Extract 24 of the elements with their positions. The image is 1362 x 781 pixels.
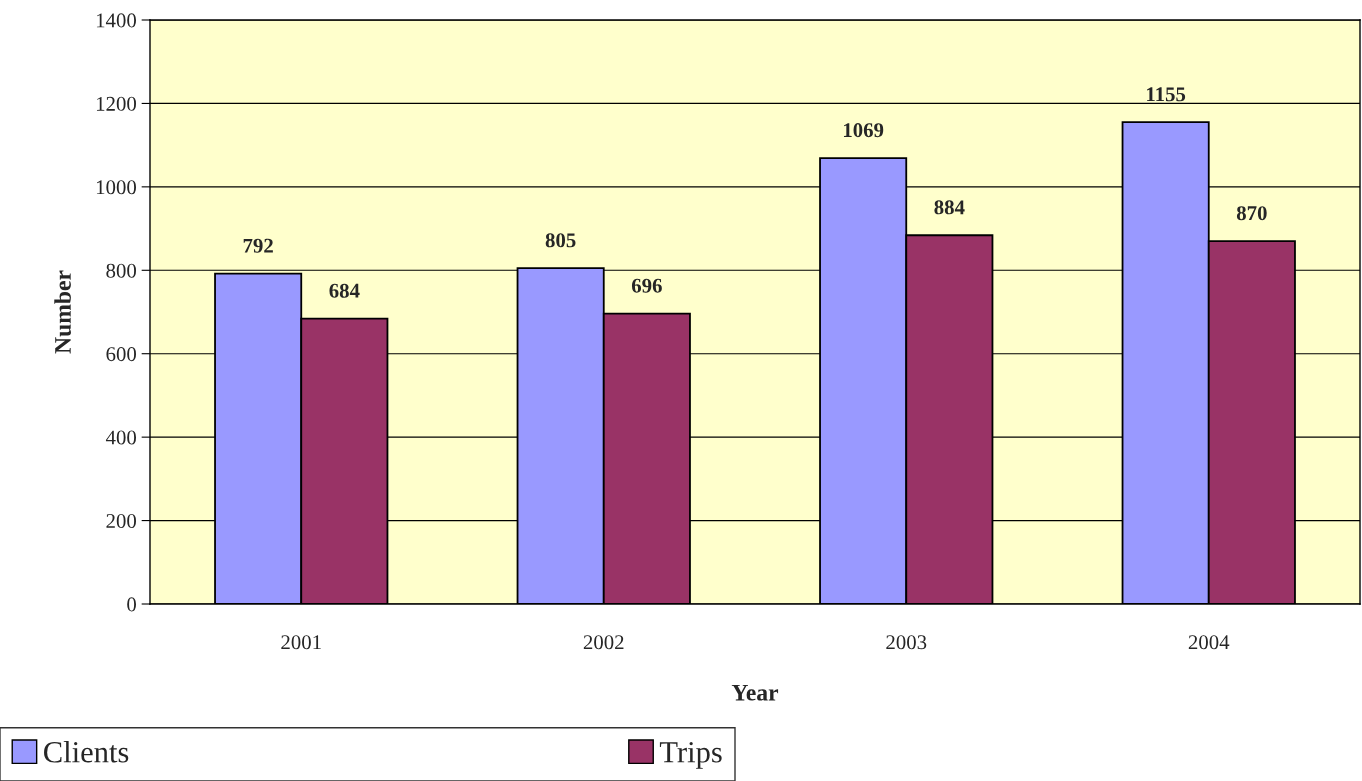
x-tick-label: 2002 [583,635,624,650]
y-tick-label: 0 [127,597,137,612]
data-label: 805 [545,233,576,248]
x-axis-title: Year [731,684,779,701]
x-tick-label: 2003 [886,635,927,650]
data-label: 870 [1236,206,1267,221]
y-axis-title: Number [54,270,71,354]
y-tick-label: 200 [106,513,137,528]
y-tick-label: 1200 [96,96,137,111]
y-tick-label: 800 [106,263,137,278]
legend-label: Trips [659,742,722,769]
y-tick-label: 400 [105,430,137,445]
y-tick-label: 1000 [96,180,137,195]
legend-label: Clients [44,741,129,763]
x-tick-label: 2004 [1188,635,1230,650]
data-label: 884 [934,200,965,215]
data-label: 684 [329,283,360,298]
data-label: 696 [631,278,662,293]
x-tick-label: 2001 [281,635,321,650]
y-tick-label: 1400 [96,13,137,28]
data-label: 792 [243,238,273,253]
data-label: 1155 [1147,87,1186,102]
data-label: 1069 [843,123,884,138]
y-tick-label: 600 [106,347,137,362]
